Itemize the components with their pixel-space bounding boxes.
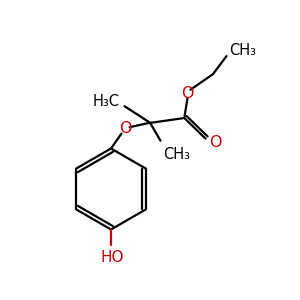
Text: CH₃: CH₃: [164, 147, 190, 162]
Text: O: O: [181, 86, 194, 101]
Text: O: O: [119, 121, 132, 136]
Text: O: O: [209, 135, 222, 150]
Text: CH₃: CH₃: [230, 43, 256, 58]
Text: H₃C: H₃C: [93, 94, 120, 109]
Text: HO: HO: [101, 250, 124, 266]
